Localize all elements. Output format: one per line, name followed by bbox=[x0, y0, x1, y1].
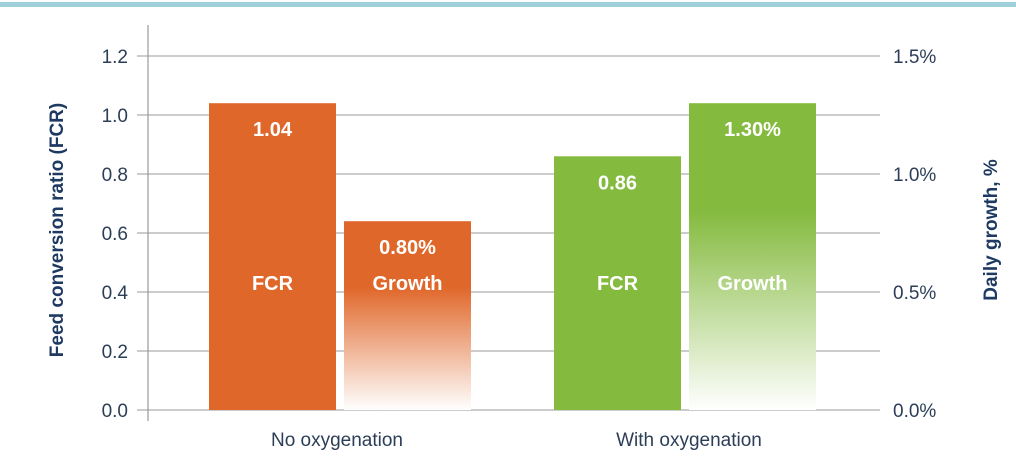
bar-growth-no-oxygenation bbox=[344, 221, 471, 410]
left-tick-label: 0.0 bbox=[102, 401, 128, 422]
top-stripe bbox=[0, 2, 1016, 7]
data-label: 1.30% bbox=[724, 119, 781, 141]
right-axis-label: Daily growth, % bbox=[981, 159, 1002, 301]
left-axis-label: Feed conversion ratio (FCR) bbox=[47, 103, 68, 357]
data-label: 0.80% bbox=[379, 237, 436, 259]
left-tick-label: 0.2 bbox=[102, 342, 128, 363]
series-label: FCR bbox=[597, 273, 639, 295]
right-tick-label: 0.5% bbox=[893, 283, 936, 304]
series-label: FCR bbox=[252, 273, 294, 295]
bar-growth-with-oxygenation bbox=[689, 103, 816, 410]
category-label: With oxygenation bbox=[616, 430, 762, 451]
left-tick-label: 1.2 bbox=[102, 47, 128, 68]
right-tick-label: 1.5% bbox=[893, 47, 936, 68]
category-label: No oxygenation bbox=[271, 430, 403, 451]
bar-fcr-no-oxygenation bbox=[209, 103, 336, 410]
series-label: Growth bbox=[718, 273, 788, 295]
right-tick-label: 0.0% bbox=[893, 401, 936, 422]
bar-fcr-with-oxygenation bbox=[554, 156, 681, 410]
right-tick-label: 1.0% bbox=[893, 165, 936, 186]
left-tick-label: 1.0 bbox=[102, 106, 128, 127]
series-label: Growth bbox=[373, 273, 443, 295]
left-tick-label: 0.6 bbox=[102, 224, 128, 245]
left-tick-label: 0.8 bbox=[102, 165, 128, 186]
data-label: 1.04 bbox=[253, 119, 293, 141]
left-tick-label: 0.4 bbox=[102, 283, 129, 304]
data-label: 0.86 bbox=[598, 172, 637, 194]
